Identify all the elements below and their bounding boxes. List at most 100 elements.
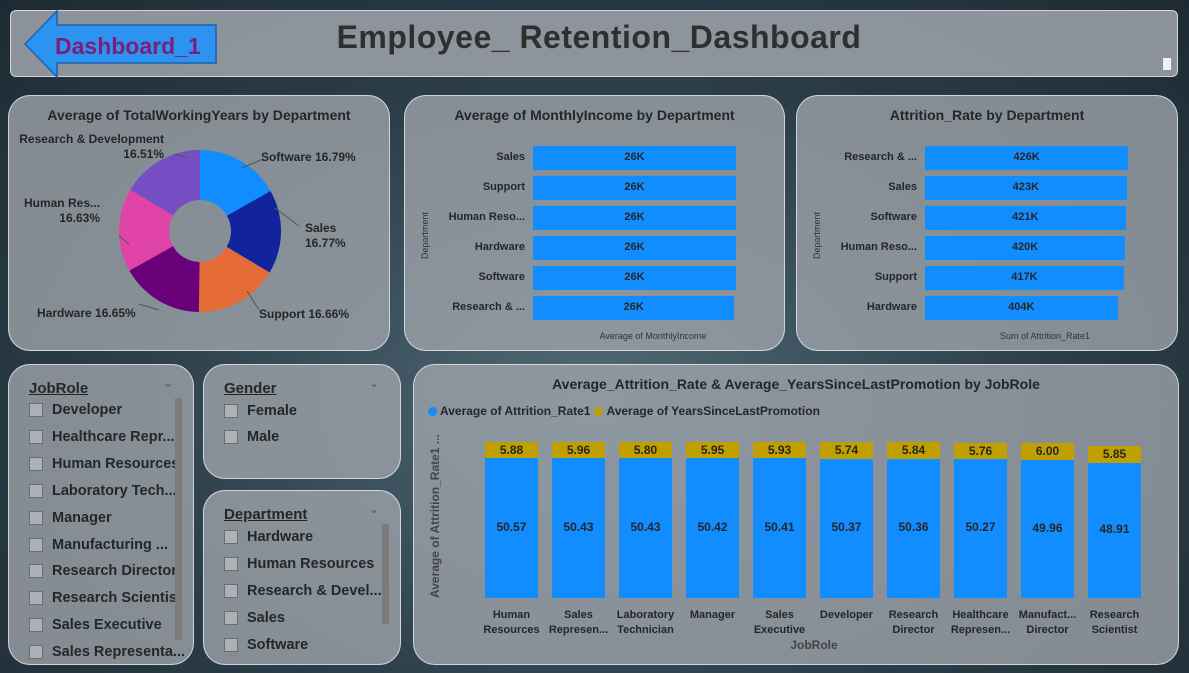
attrition-column[interactable] xyxy=(686,458,739,598)
promotion-column[interactable] xyxy=(1088,446,1141,463)
attrition-bar[interactable] xyxy=(925,206,1126,230)
department-option[interactable]: Software xyxy=(224,634,308,656)
promotion-column[interactable] xyxy=(753,441,806,459)
attrition-column[interactable] xyxy=(1088,462,1141,598)
back-button[interactable]: Dashboard_1 xyxy=(23,9,218,79)
attrition-column[interactable] xyxy=(619,458,672,598)
legend-dot-promotion xyxy=(594,406,604,416)
chevron-down-icon[interactable]: ⌄ xyxy=(163,376,174,390)
jobrole-option-label: Human Resources xyxy=(52,455,180,472)
department-option[interactable]: Sales xyxy=(224,607,285,629)
attrition-column[interactable] xyxy=(485,458,538,598)
department-scrollbar[interactable] xyxy=(382,524,389,624)
promotion-value-label: 5.93 xyxy=(767,442,792,457)
attrition-column[interactable] xyxy=(954,458,1007,598)
checkbox[interactable] xyxy=(29,510,43,525)
donut-leader-line xyxy=(246,290,260,311)
promotion-column[interactable] xyxy=(820,442,873,459)
income-bar[interactable] xyxy=(533,296,735,320)
jobrole-category-label: Research Scientist xyxy=(1089,609,1140,636)
promotion-column[interactable] xyxy=(887,442,940,459)
promotion-column[interactable] xyxy=(1021,442,1074,460)
attrition-column[interactable] xyxy=(820,458,873,598)
checkbox[interactable] xyxy=(29,403,43,417)
attrition-bar[interactable] xyxy=(925,176,1127,200)
attrition-bar[interactable] xyxy=(925,296,1118,320)
attrition-bar[interactable] xyxy=(925,236,1126,260)
checkbox[interactable] xyxy=(29,483,43,498)
promotion-column[interactable] xyxy=(619,442,672,459)
donut-slice-research-development[interactable] xyxy=(130,150,200,216)
attrition-value-label: 50.57 xyxy=(496,520,527,534)
chevron-down-icon[interactable]: ⌄ xyxy=(369,502,380,516)
checkbox[interactable] xyxy=(29,429,43,444)
income-bar[interactable] xyxy=(533,146,736,170)
promotion-value-label: 5.84 xyxy=(901,443,926,458)
department-option[interactable]: Hardware xyxy=(224,526,313,548)
legend-label-attrition: Average of Attrition_Rate1 xyxy=(440,404,591,418)
department-option-label: Sales xyxy=(247,610,285,626)
promotion-value-label: 5.80 xyxy=(633,443,658,458)
income-value-label: 26K xyxy=(624,241,645,253)
jobrole-option[interactable]: Healthcare Repr... xyxy=(29,426,175,448)
jobrole-category-label: Sales Represen... xyxy=(548,609,609,636)
jobrole-option[interactable]: Sales Executive xyxy=(29,614,162,636)
attrition-bar[interactable] xyxy=(925,266,1124,290)
income-bar[interactable] xyxy=(533,236,736,260)
attrition-column[interactable] xyxy=(552,458,605,598)
jobrole-option-label: Healthcare Repr... xyxy=(52,428,175,445)
chevron-down-icon[interactable]: ⌄ xyxy=(369,376,380,390)
jobrole-option[interactable]: Manager xyxy=(29,507,112,529)
promotion-column[interactable] xyxy=(552,441,605,459)
checkbox[interactable] xyxy=(224,557,238,571)
department-option[interactable]: Research & Devel... xyxy=(224,580,382,602)
checkbox[interactable] xyxy=(224,430,238,444)
checkbox[interactable] xyxy=(29,645,43,660)
donut-slice-sales[interactable] xyxy=(226,191,281,273)
income-bar[interactable] xyxy=(533,176,736,200)
checkbox[interactable] xyxy=(29,564,43,579)
donut-slice-hardware[interactable] xyxy=(129,246,200,312)
promotion-column[interactable] xyxy=(485,441,538,458)
attrition-column[interactable] xyxy=(753,458,806,598)
jobrole-option[interactable]: Developer xyxy=(29,399,122,421)
donut-slice-human-res-[interactable] xyxy=(118,189,174,271)
promotion-column[interactable] xyxy=(686,441,739,459)
income-bar[interactable] xyxy=(533,266,736,290)
donut-slice-support[interactable] xyxy=(198,246,270,312)
checkbox[interactable] xyxy=(29,618,43,633)
checkbox[interactable] xyxy=(224,530,238,544)
gender-option[interactable]: Male xyxy=(224,426,279,448)
jobrole-option-label: Developer xyxy=(52,402,123,418)
jobrole-option[interactable]: Research Scientist xyxy=(29,587,182,609)
attrition-column[interactable] xyxy=(887,458,940,598)
jobrole-option[interactable]: Research Director xyxy=(29,560,177,582)
income-value-label: 26K xyxy=(624,151,645,163)
header-scrollbar[interactable] xyxy=(1163,58,1171,70)
promotion-column[interactable] xyxy=(954,442,1007,459)
jobrole-option[interactable]: Human Resources xyxy=(29,453,179,475)
checkbox[interactable] xyxy=(224,584,238,598)
checkbox[interactable] xyxy=(29,456,43,471)
gender-option[interactable]: Female xyxy=(224,400,297,422)
donut-slice-software[interactable] xyxy=(200,150,271,216)
jobrole-option[interactable]: Manufacturing ... xyxy=(29,534,168,556)
income-bar[interactable] xyxy=(533,206,736,230)
donut-label-research: Research & Development 16.51% xyxy=(19,132,164,161)
donut-label-support: Support 16.66% xyxy=(259,307,350,321)
jobrole-scrollbar[interactable] xyxy=(175,398,182,640)
department-option[interactable]: Human Resources xyxy=(224,553,374,575)
attrition-column[interactable] xyxy=(1021,459,1074,598)
jobrole-option[interactable]: Sales Representa... xyxy=(29,641,185,663)
attrition-title: Attrition_Rate by Department xyxy=(889,107,1085,123)
income-value-label: 26K xyxy=(624,271,645,283)
jobrole-option[interactable]: Laboratory Tech... xyxy=(29,480,177,502)
checkbox[interactable] xyxy=(29,591,43,606)
jobrole-option-label: Research Director xyxy=(52,563,177,580)
department-option-label: Hardware xyxy=(247,529,314,545)
attrition-bar[interactable] xyxy=(925,146,1128,170)
checkbox[interactable] xyxy=(29,537,43,552)
checkbox[interactable] xyxy=(224,638,238,652)
checkbox[interactable] xyxy=(224,611,238,625)
checkbox[interactable] xyxy=(224,404,238,418)
